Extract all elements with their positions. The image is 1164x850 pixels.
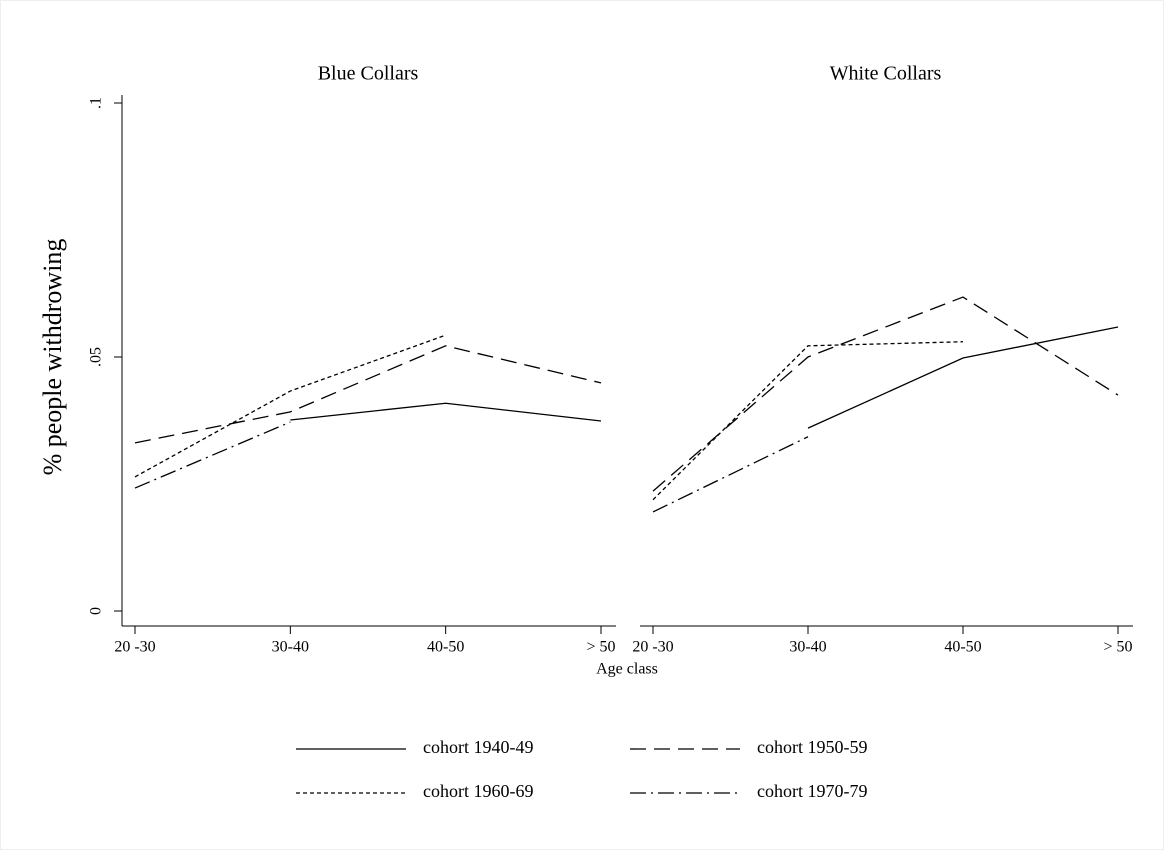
legend-label: cohort 1970-79	[757, 781, 867, 801]
line	[134, 334, 446, 478]
legend-label: cohort 1960-69	[423, 781, 533, 801]
legend-label: cohort 1950-59	[757, 737, 867, 757]
y-axis-label: % people withdrowing	[38, 239, 67, 476]
x-tick-label: 40-50	[944, 639, 981, 656]
x-tick-label: > 50	[586, 639, 615, 656]
panel-title: Blue Collars	[318, 63, 419, 85]
panel-title: White Collars	[830, 63, 942, 85]
line	[807, 326, 1119, 429]
legend-label: cohort 1940-49	[423, 737, 533, 757]
y-tick-label: .05	[88, 347, 105, 367]
line	[290, 402, 602, 422]
line	[134, 345, 602, 444]
x-tick-label: > 50	[1103, 639, 1132, 656]
line	[652, 341, 964, 501]
x-tick-label: 30-40	[789, 639, 826, 656]
y-tick-label: .1	[88, 97, 105, 109]
x-tick-label: 40-50	[427, 639, 464, 656]
x-axis-label: Age class	[596, 661, 658, 678]
x-tick-label: 30-40	[272, 639, 309, 656]
line	[652, 296, 1119, 492]
line	[652, 436, 809, 513]
line	[134, 421, 291, 489]
x-tick-label: 20 -30	[114, 639, 155, 656]
y-tick-label: 0	[88, 607, 105, 615]
x-tick-label: 20 -30	[632, 639, 673, 656]
